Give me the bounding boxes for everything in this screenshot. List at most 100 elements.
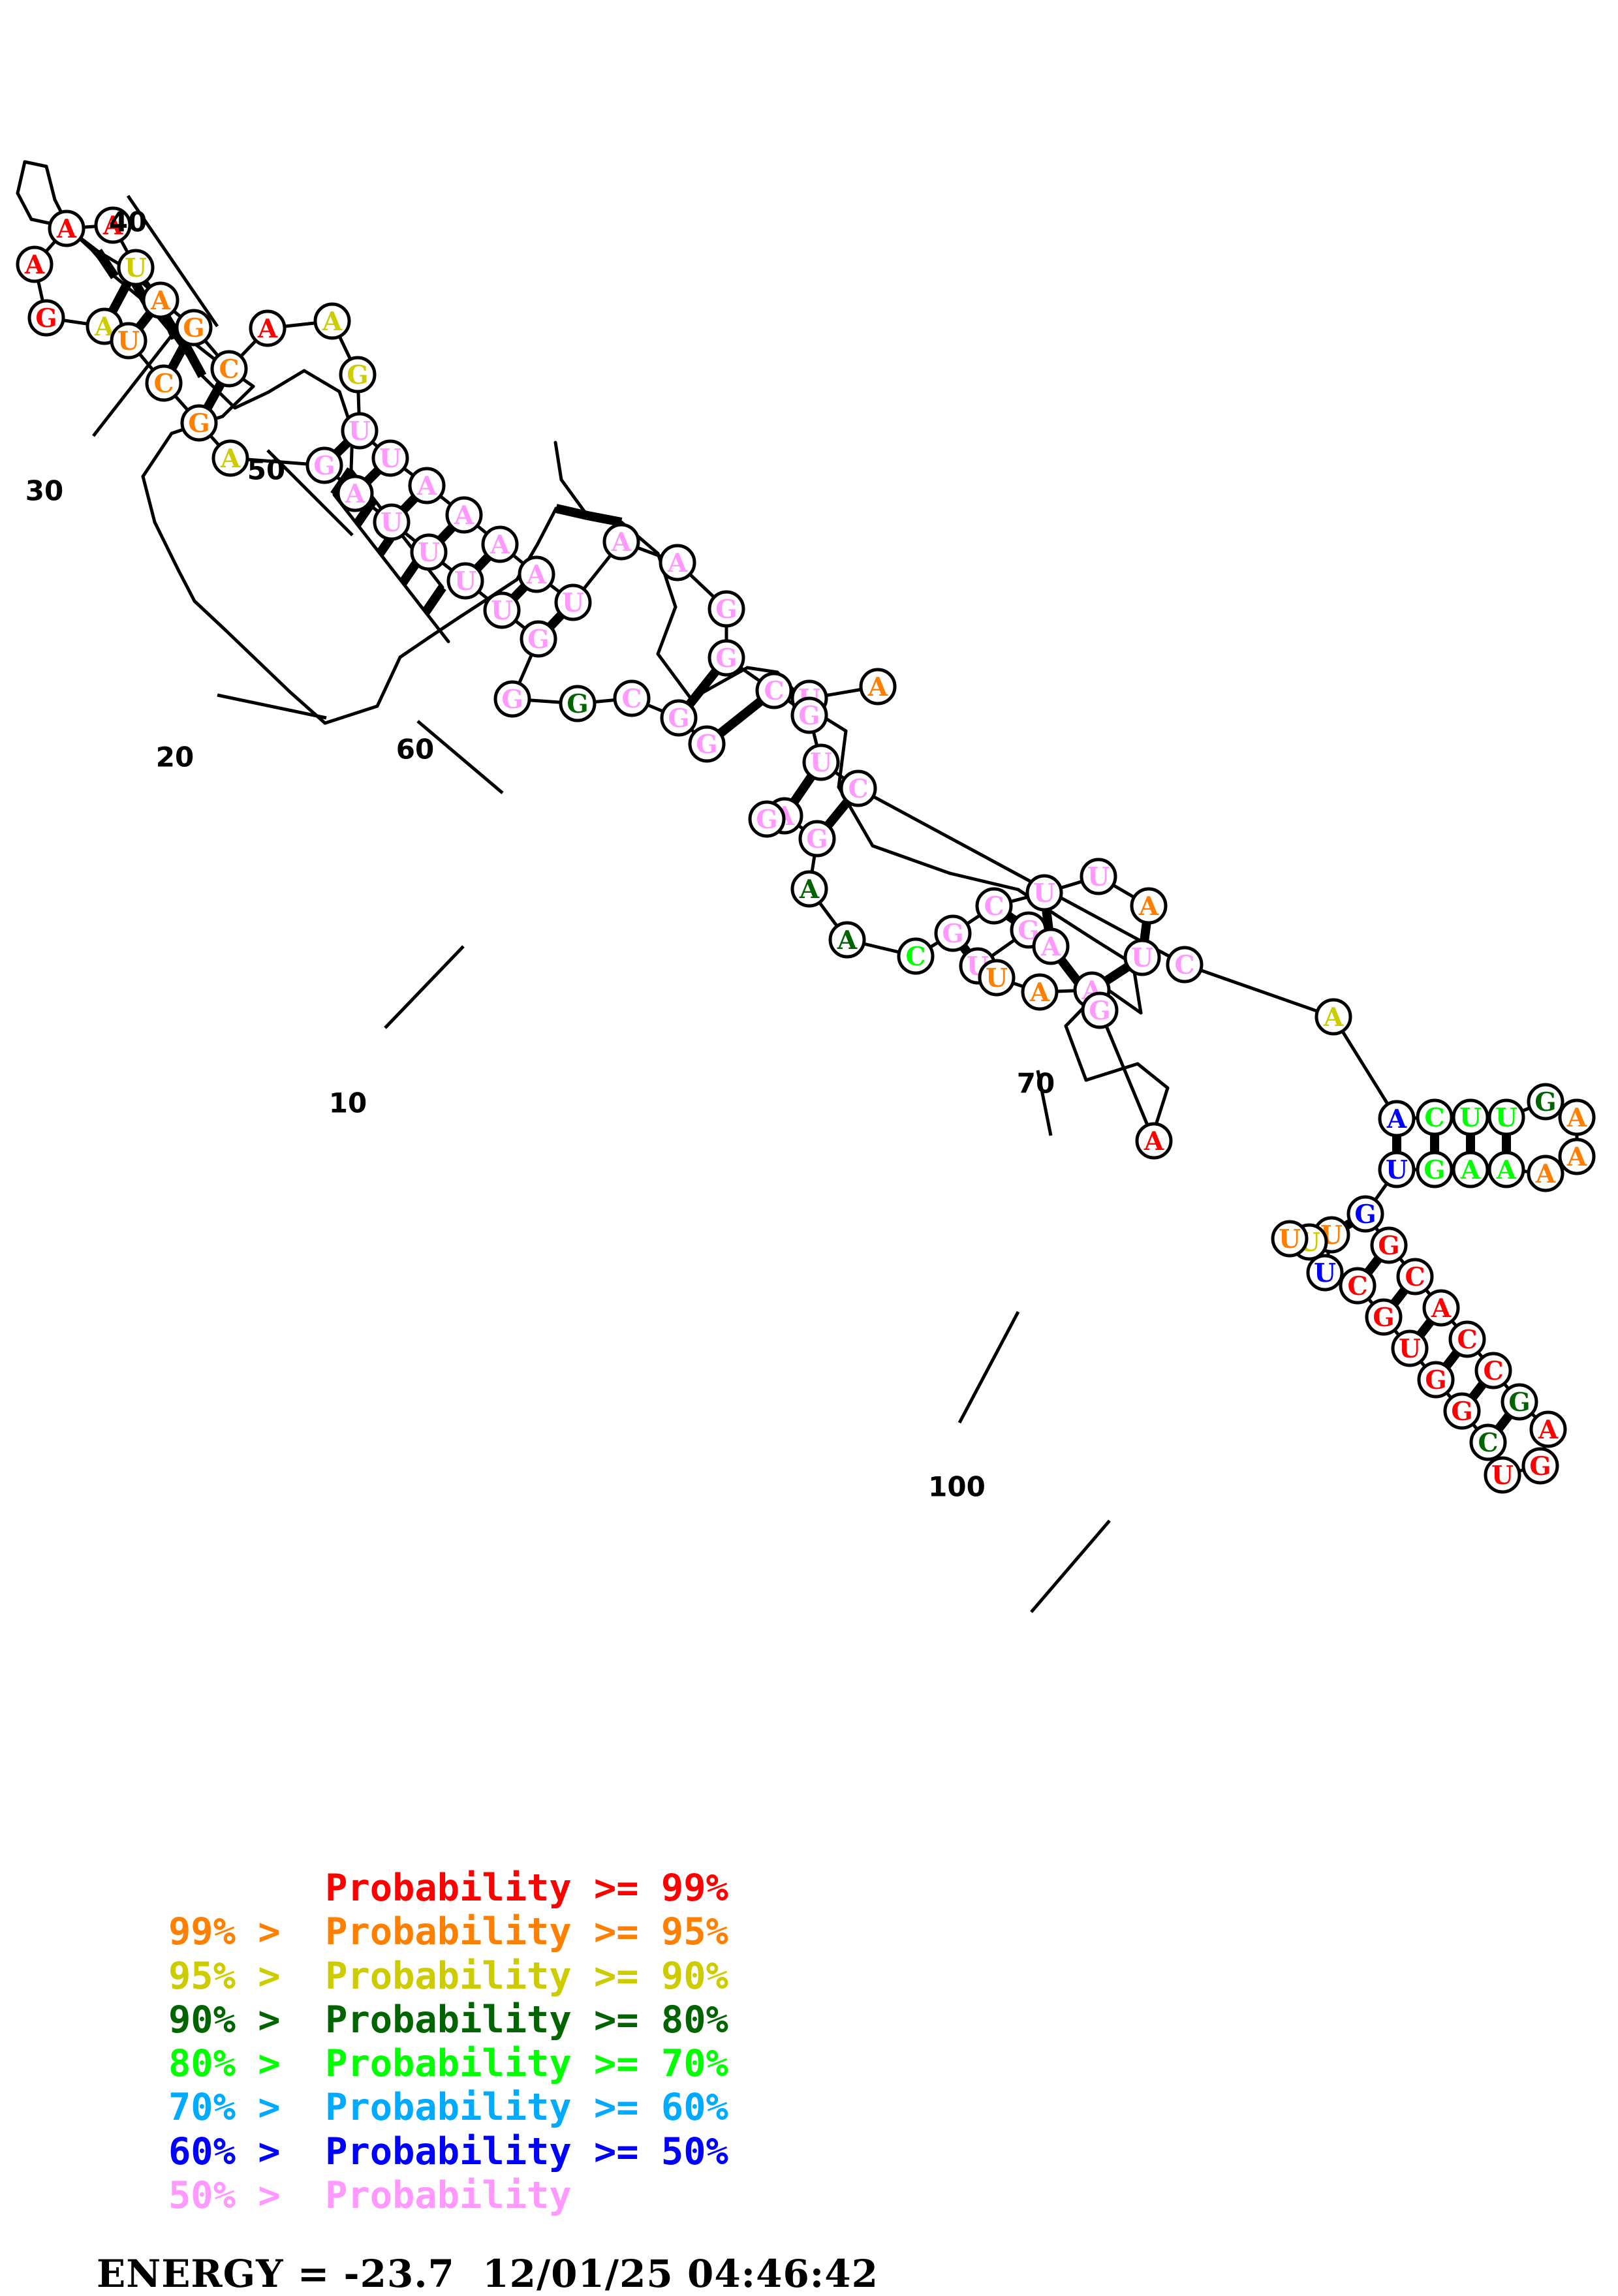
svg-text:C: C [1405,1262,1425,1292]
svg-text:A: A [526,560,547,590]
nucleotide-u: U [117,249,155,287]
svg-text:A: A [1386,1104,1407,1134]
svg-text:A: A [1538,1415,1559,1445]
nucleotide-g: G [1417,1361,1455,1399]
nucleotide-g: G [175,309,213,347]
svg-text:G: G [1424,1155,1445,1185]
nucleotide-a: A [249,309,287,347]
svg-text:G: G [188,409,210,439]
nucleotide-u: U [1487,1098,1525,1136]
nucleotide-g: G [1346,1195,1384,1233]
legend-text-90: 95% > Probability >= 90% [101,1954,728,1998]
nucleotide-u: U [1484,1456,1521,1494]
nucleotide-a: A [48,209,86,247]
nucleotide-g: G [339,356,377,394]
nucleotide-a: A [790,870,828,908]
svg-text:A: A [799,875,820,905]
svg-text:A: A [1431,1294,1452,1324]
svg-text:A: A [257,314,278,344]
svg-text:A: A [1535,1159,1556,1189]
svg-text:A: A [490,530,510,560]
svg-text:G: G [942,919,963,949]
nucleotide-g: G [934,914,972,952]
nucleotide-u: U [446,562,484,600]
nucleotide-a: A [1558,1098,1596,1136]
nucleotide-c: C [1396,1258,1434,1295]
nucleotide-c: C [1448,1320,1486,1358]
svg-text:G: G [798,701,820,731]
svg-text:A: A [1496,1155,1517,1185]
svg-text:G: G [696,730,717,760]
svg-text:A: A [322,307,343,337]
svg-text:A: A [1566,1142,1587,1172]
nucleotide-c: C [1474,1352,1512,1389]
svg-text:A: A [867,672,888,702]
svg-text:C: C [1347,1271,1367,1301]
position-label-30: 30 [25,475,63,507]
nucleotide-c: C [145,364,183,402]
position-label-50: 50 [247,454,285,486]
legend-row-60: 70% > Probability >= 60% [0,2086,1618,2130]
nucleotide-u: U [1378,1151,1416,1188]
svg-text:G: G [1089,996,1110,1026]
svg-text:U: U [125,253,147,283]
svg-text:G: G [1534,1087,1556,1117]
nucleotide-g: G [688,725,726,763]
nucleotide-a: A [1487,1151,1525,1188]
nucleotide-u: U [978,959,1016,997]
nucleotide-u: U [1271,1220,1309,1258]
nucleotide-g: G [493,680,531,718]
nucleotide-c: C [210,350,248,388]
nucleotide-a: A [1315,998,1352,1036]
svg-text:G: G [715,644,737,674]
nucleotide-g: G [708,590,745,628]
nucleotide-a: A [445,496,483,534]
svg-text:C: C [621,684,642,714]
svg-text:A: A [1323,1002,1344,1032]
nucleotide-g: G [1365,1298,1403,1336]
nucleotide-a: A [518,555,555,593]
svg-text:G: G [1425,1365,1446,1395]
nucleotide-a: A [1135,1122,1173,1160]
svg-text:G: G [567,689,588,719]
nucleotide-c: C [1416,1098,1454,1136]
nucleotide-g: G [708,639,745,677]
nucleotide-g: G [790,696,828,734]
svg-text:C: C [764,676,784,706]
svg-text:A: A [1143,1126,1164,1156]
svg-text:U: U [1279,1224,1301,1254]
svg-text:U: U [349,416,371,446]
svg-text:G: G [183,313,204,343]
position-label-100: 100 [928,1471,986,1503]
nucleotide-u: U [554,583,592,621]
svg-text:U: U [1399,1334,1421,1364]
nucleotide-c: C [1469,1423,1507,1461]
svg-text:G: G [313,451,335,481]
svg-text:U: U [810,748,832,778]
nucleotide-a: A [859,668,897,706]
position-label-60: 60 [396,734,434,766]
nucleotide-c: C [897,937,935,975]
nucleotide-c: C [975,887,1013,925]
nucleotide-u: U [1123,939,1161,976]
legend-row-80: 90% > Probability >= 80% [0,1998,1618,2042]
svg-text:U: U [1314,1258,1336,1288]
svg-text:U: U [562,588,584,618]
svg-text:A: A [102,211,123,241]
nucleotide-u: U [1391,1329,1429,1367]
svg-text:C: C [219,354,239,384]
svg-text:G: G [527,625,549,655]
svg-text:C: C [905,942,926,972]
svg-text:U: U [418,538,440,568]
nucleotide-a: A [16,245,54,283]
legend-text-50: 60% > Probability >= 50% [101,2130,728,2173]
legend-row-95: 99% > Probability >= 95% [0,1910,1618,1954]
svg-text:A: A [1138,892,1159,922]
nucleotide-c: C [613,679,651,717]
svg-text:G: G [1373,1303,1394,1333]
svg-text:G: G [668,704,689,734]
svg-text:G: G [715,595,737,625]
legend-text-60: 70% > Probability >= 60% [101,2086,728,2130]
svg-text:C: C [848,774,868,804]
